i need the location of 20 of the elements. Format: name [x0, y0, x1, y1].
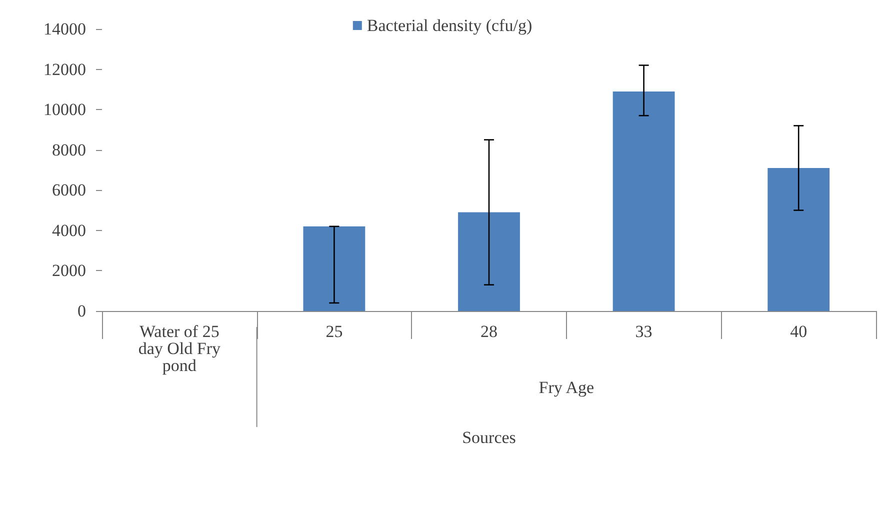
- x-tick-label: 33: [635, 322, 652, 341]
- x-tick-label: Water of 25 day Old Fry pond: [138, 322, 221, 375]
- y-tick-label: 14000: [44, 20, 86, 38]
- y-tick-label: 2000: [52, 261, 86, 280]
- y-tick-label: 4000: [52, 220, 86, 240]
- bar: [768, 168, 830, 311]
- bar: [458, 212, 520, 311]
- x-tick-label: 28: [480, 322, 498, 341]
- x-axis-title: Sources: [462, 428, 516, 447]
- y-tick-label: 6000: [52, 180, 86, 200]
- bar: [303, 226, 366, 311]
- legend-label: Bacterial density (cfu/g): [366, 16, 532, 35]
- y-tick-label: 0: [78, 302, 86, 320]
- text: Fry Age: [538, 378, 594, 397]
- x-tick-label: 25: [326, 322, 343, 341]
- y-tick-label: 8000: [52, 140, 86, 160]
- y-tick-label: 10000: [44, 100, 86, 120]
- bar: [612, 91, 675, 311]
- x-tick-label: 40: [790, 322, 808, 341]
- y-tick-label: 12000: [44, 60, 86, 79]
